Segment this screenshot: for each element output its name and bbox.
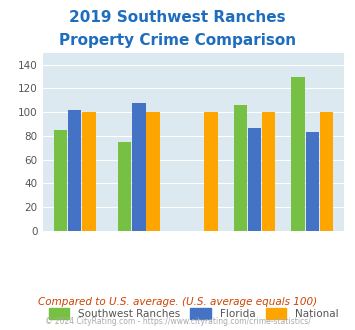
Bar — [248, 128, 261, 231]
Text: Property Crime Comparison: Property Crime Comparison — [59, 33, 296, 48]
Bar — [82, 112, 95, 231]
Text: 2019 Southwest Ranches: 2019 Southwest Ranches — [69, 10, 286, 25]
Bar — [146, 112, 160, 231]
Bar — [118, 142, 131, 231]
Bar — [234, 105, 247, 231]
Bar — [306, 132, 319, 231]
Bar — [320, 112, 333, 231]
Bar — [132, 103, 146, 231]
Bar — [204, 112, 218, 231]
Bar — [68, 110, 81, 231]
Bar — [262, 112, 275, 231]
Text: Compared to U.S. average. (U.S. average equals 100): Compared to U.S. average. (U.S. average … — [38, 297, 317, 307]
Legend: Southwest Ranches, Florida, National: Southwest Ranches, Florida, National — [44, 304, 343, 323]
Bar — [291, 77, 305, 231]
Text: © 2024 CityRating.com - https://www.cityrating.com/crime-statistics/: © 2024 CityRating.com - https://www.city… — [45, 317, 310, 326]
Bar — [54, 130, 67, 231]
